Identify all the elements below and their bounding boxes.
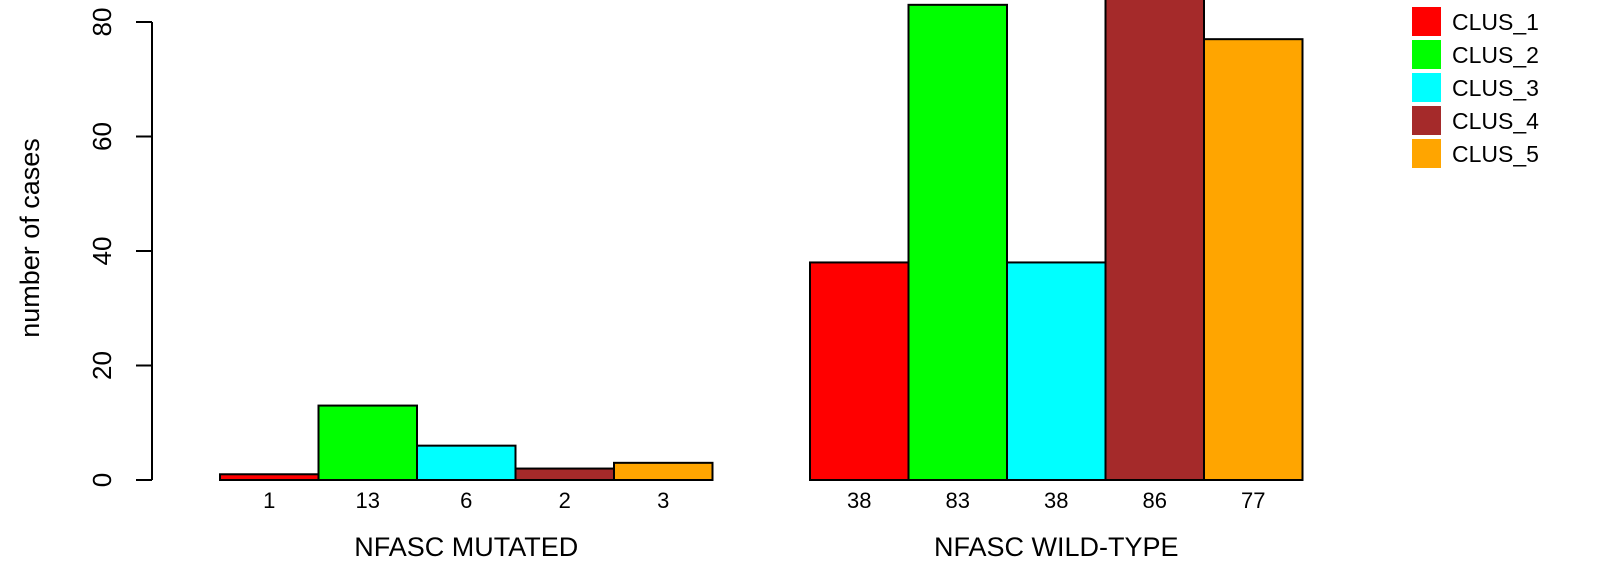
bar	[317, 404, 418, 482]
legend-swatch	[1412, 106, 1441, 135]
legend-label: CLUS_3	[1452, 75, 1539, 101]
bar	[1006, 261, 1107, 482]
y-tick-label: 0	[87, 473, 117, 487]
legend-swatch	[1412, 139, 1441, 168]
y-tick-label: 80	[87, 8, 117, 37]
y-axis-label: number of cases	[15, 138, 45, 338]
legend-swatch	[1412, 40, 1441, 69]
bar-count-label: 13	[356, 488, 380, 513]
bar	[907, 3, 1008, 481]
bar	[416, 444, 517, 481]
bar	[809, 261, 910, 482]
bar-count-label: 38	[847, 488, 871, 513]
bar-count-label: 86	[1143, 488, 1167, 513]
bar	[1104, 0, 1205, 482]
legend-label: CLUS_2	[1452, 42, 1539, 68]
legend-label: CLUS_5	[1452, 141, 1539, 167]
bar-count-label: 77	[1241, 488, 1265, 513]
bar	[514, 467, 615, 481]
bar-count-label: 38	[1044, 488, 1068, 513]
plot-area: 1 13 6 2 3 38 83 38 86 77	[219, 0, 1304, 513]
legend-swatch	[1412, 7, 1441, 36]
bar-count-label: 6	[460, 488, 472, 513]
legend: CLUS_1 CLUS_2 CLUS_3 CLUS_4 CLUS_5	[1412, 7, 1539, 168]
bar-count-label: 1	[263, 488, 275, 513]
bar-count-label: 2	[559, 488, 571, 513]
bar	[1203, 38, 1304, 482]
bar-count-label: 3	[657, 488, 669, 513]
y-tick-label: 40	[87, 237, 117, 266]
legend-swatch	[1412, 73, 1441, 102]
y-axis: 0 20 40 60 80	[87, 8, 153, 487]
bar-count-label: 83	[946, 488, 970, 513]
y-tick-label: 20	[87, 351, 117, 380]
legend-label: CLUS_1	[1452, 9, 1539, 35]
legend-label: CLUS_4	[1452, 108, 1539, 134]
bar	[219, 473, 320, 481]
y-tick-label: 60	[87, 122, 117, 151]
group-labels: NFASC MUTATED NFASC WILD-TYPE	[354, 532, 1178, 562]
group-label: NFASC MUTATED	[354, 532, 578, 562]
group-label: NFASC WILD-TYPE	[934, 532, 1179, 562]
bar	[613, 461, 714, 482]
